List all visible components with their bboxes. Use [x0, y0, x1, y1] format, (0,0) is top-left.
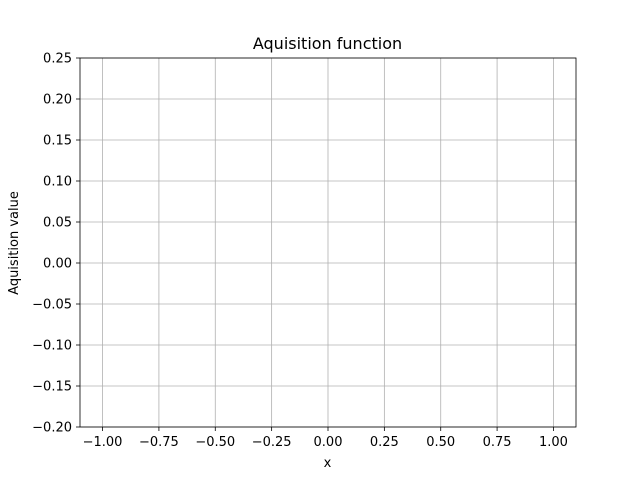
y-tick-label: 0.00: [43, 257, 72, 272]
y-tick-label: −0.05: [32, 298, 72, 313]
y-tick-label: 0.05: [43, 216, 72, 231]
y-tick-label: −0.20: [32, 421, 72, 436]
y-tick-label: 0.15: [43, 134, 72, 149]
x-tick-label: 0.25: [370, 435, 399, 450]
x-tick-label: 1.00: [539, 435, 568, 450]
x-tick-label: −1.00: [83, 435, 123, 450]
x-tick-label: −0.50: [195, 435, 235, 450]
x-tick-label: 0.75: [483, 435, 512, 450]
x-tick-label: −0.25: [252, 435, 292, 450]
y-tick-label: −0.10: [32, 339, 72, 354]
y-tick-label: 0.10: [43, 175, 72, 190]
x-tick-label: 0.00: [314, 435, 343, 450]
y-axis-label: Aquisition value: [7, 191, 22, 295]
ticks: −1.00 −0.75 −0.50 −0.25 0.00 0.25 0.50 0.75 1.00…: [32, 52, 568, 451]
y-tick-label: −0.15: [32, 380, 72, 395]
y-tick-label: 0.20: [43, 93, 72, 108]
y-tick-label: 0.25: [43, 52, 72, 67]
x-tick-label: 0.50: [426, 435, 455, 450]
grid: [80, 57, 576, 428]
x-tick-label: −0.75: [139, 435, 179, 450]
x-axis-label: x: [324, 456, 332, 471]
chart-title: Aquisition function: [253, 34, 402, 53]
